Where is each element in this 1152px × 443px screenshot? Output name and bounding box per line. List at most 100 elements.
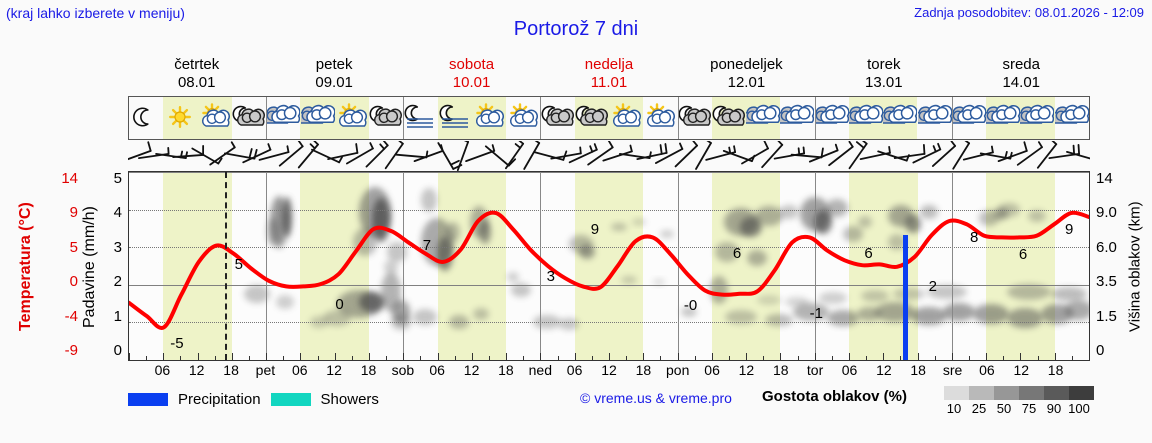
axis-tick bbox=[386, 356, 387, 360]
meteogram-plot[interactable]: -5 5 0 7 3 9 -0 6 -1 6 2 8 6 9 bbox=[128, 171, 1090, 361]
time-axis-label: 18 bbox=[910, 362, 926, 378]
temperature-value-label: 7 bbox=[422, 237, 432, 255]
temperature-value-label: 6 bbox=[732, 245, 742, 263]
day-date: 12.01 bbox=[727, 74, 766, 91]
day-header-5: ponedeljek 12.01 bbox=[678, 56, 815, 94]
axis-tick bbox=[1055, 353, 1056, 360]
time-axis-label: sre bbox=[942, 362, 963, 378]
day-name: sreda bbox=[1002, 56, 1040, 73]
cloud-density-step bbox=[944, 386, 969, 400]
cloud-density-tick-label: 25 bbox=[971, 401, 987, 416]
showers-legend-label: Showers bbox=[320, 390, 379, 408]
day-separator bbox=[540, 97, 542, 139]
weather-icon-cloud bbox=[1020, 97, 1055, 139]
temperature-value-label: 0 bbox=[335, 296, 344, 314]
weather-icon-moon-cloud bbox=[369, 97, 403, 139]
showers-swatch bbox=[270, 392, 311, 406]
location-menu-note[interactable]: (kraj lahko izberete v meniju) bbox=[6, 5, 185, 21]
day-name: petek bbox=[315, 56, 353, 73]
day-date: 08.01 bbox=[177, 74, 216, 91]
weather-icon-moon-cloud bbox=[711, 97, 747, 139]
page-title: Portorož 7 dni bbox=[513, 18, 639, 40]
axis-tick bbox=[780, 353, 781, 360]
precipitation-legend: Precipitation Showers bbox=[128, 388, 379, 410]
time-axis-label: ned bbox=[528, 362, 552, 378]
axis-tick bbox=[660, 356, 661, 360]
gridline-vertical bbox=[952, 172, 953, 360]
axis-tick bbox=[129, 353, 130, 360]
day-name: torek bbox=[867, 56, 901, 73]
weather-icon-sun-cloud bbox=[471, 97, 507, 139]
cloud-height-tick-label: 6.0 bbox=[1096, 238, 1117, 256]
axis-tick bbox=[763, 356, 764, 360]
axis-tick bbox=[300, 353, 301, 360]
weather-icon-cloud bbox=[917, 97, 952, 139]
cloud-density-colorbar-labels: 10 25 50 75 90 100 bbox=[938, 401, 1103, 417]
temperature-value-label: 9 bbox=[590, 220, 600, 238]
weather-icon-cloud bbox=[300, 97, 335, 139]
axis-tick bbox=[180, 356, 181, 360]
day-separator bbox=[951, 97, 953, 139]
temperature-value-label: 9 bbox=[1065, 220, 1074, 238]
cloud-density-field bbox=[244, 187, 1089, 330]
axis-tick bbox=[935, 356, 936, 360]
weather-icon-cloud bbox=[814, 97, 849, 139]
time-axis-label: 12 bbox=[188, 362, 205, 378]
time-axis-label: 18 bbox=[635, 362, 652, 378]
cloud-height-tick-label: 3.5 bbox=[1096, 273, 1117, 291]
axis-tick bbox=[558, 356, 559, 360]
temperature-value-label: -5 bbox=[170, 335, 184, 353]
day-date: 10.01 bbox=[452, 74, 491, 91]
gridline-horizontal bbox=[129, 322, 1089, 323]
day-date: 14.01 bbox=[1002, 74, 1041, 91]
day-separator bbox=[403, 97, 405, 139]
axis-tick bbox=[283, 356, 284, 360]
cloud-density-colorbar bbox=[944, 386, 1094, 400]
axis-tick bbox=[592, 356, 593, 360]
weather-icon-cloud bbox=[780, 97, 815, 139]
time-axis-label: 12 bbox=[876, 362, 892, 378]
cloud-height-axis-title: Višina oblakov (km) bbox=[1126, 201, 1144, 333]
axis-tick bbox=[729, 356, 730, 360]
cloud-height-tick-label: 1.5 bbox=[1096, 307, 1117, 325]
daytime-shade-band bbox=[711, 172, 781, 360]
time-axis-label: 06 bbox=[704, 362, 720, 378]
axis-tick bbox=[249, 356, 250, 360]
axis-tick bbox=[506, 353, 507, 360]
day-header-row: četrtek 08.01 petek 09.01 sobota 10.01 nedelja… bbox=[128, 56, 1090, 94]
axis-tick bbox=[215, 356, 216, 360]
temperature-tick-label: -9 bbox=[64, 342, 78, 359]
weather-icon-sun-cloud bbox=[506, 97, 540, 139]
axis-tick bbox=[712, 353, 713, 360]
axis-tick bbox=[455, 356, 456, 360]
precipitation-tick-label: 1 bbox=[113, 307, 122, 325]
cloud-density-tick-label: 75 bbox=[1021, 401, 1037, 416]
day-name: četrtek bbox=[174, 56, 220, 73]
temperature-value-label: 3 bbox=[546, 267, 555, 285]
weather-icon-cloud bbox=[951, 97, 986, 139]
time-axis-label: 18 bbox=[360, 362, 377, 378]
axis-tick bbox=[1089, 353, 1090, 360]
daytime-shade-band bbox=[300, 172, 369, 360]
day-header-6: torek 13.01 bbox=[815, 56, 952, 94]
time-axis-label: sob bbox=[391, 362, 415, 378]
temperature-tick-label: -4 bbox=[64, 307, 78, 325]
axis-tick bbox=[438, 353, 439, 360]
time-axis-label: 06 bbox=[566, 362, 583, 378]
cloud-density-step bbox=[1044, 386, 1069, 400]
day-header-4: nedelja 11.01 bbox=[540, 56, 677, 94]
weather-icon-sun-cloud bbox=[197, 97, 232, 139]
time-axis-label: pet bbox=[255, 362, 276, 378]
copyright-link[interactable]: © vreme.us & vreme.pro bbox=[580, 390, 732, 406]
time-axis-label: 06 bbox=[154, 362, 171, 378]
time-axis: 06 12 18 pet 06 12 18 sob 06 12 18 ned 06 12 18 pon 06 12… bbox=[128, 362, 1090, 382]
cloud-density-tick-label: 50 bbox=[996, 401, 1012, 416]
axis-tick bbox=[1038, 356, 1039, 360]
weather-icon-cloud bbox=[266, 97, 301, 139]
precipitation-tick-label: 5 bbox=[113, 170, 122, 187]
temperature-tick-label: 5 bbox=[69, 238, 78, 256]
weather-icon-moon bbox=[129, 97, 163, 139]
weather-icon-fog-night bbox=[403, 97, 437, 139]
temperature-value-label: 6 bbox=[864, 244, 873, 262]
axis-tick bbox=[798, 356, 799, 360]
